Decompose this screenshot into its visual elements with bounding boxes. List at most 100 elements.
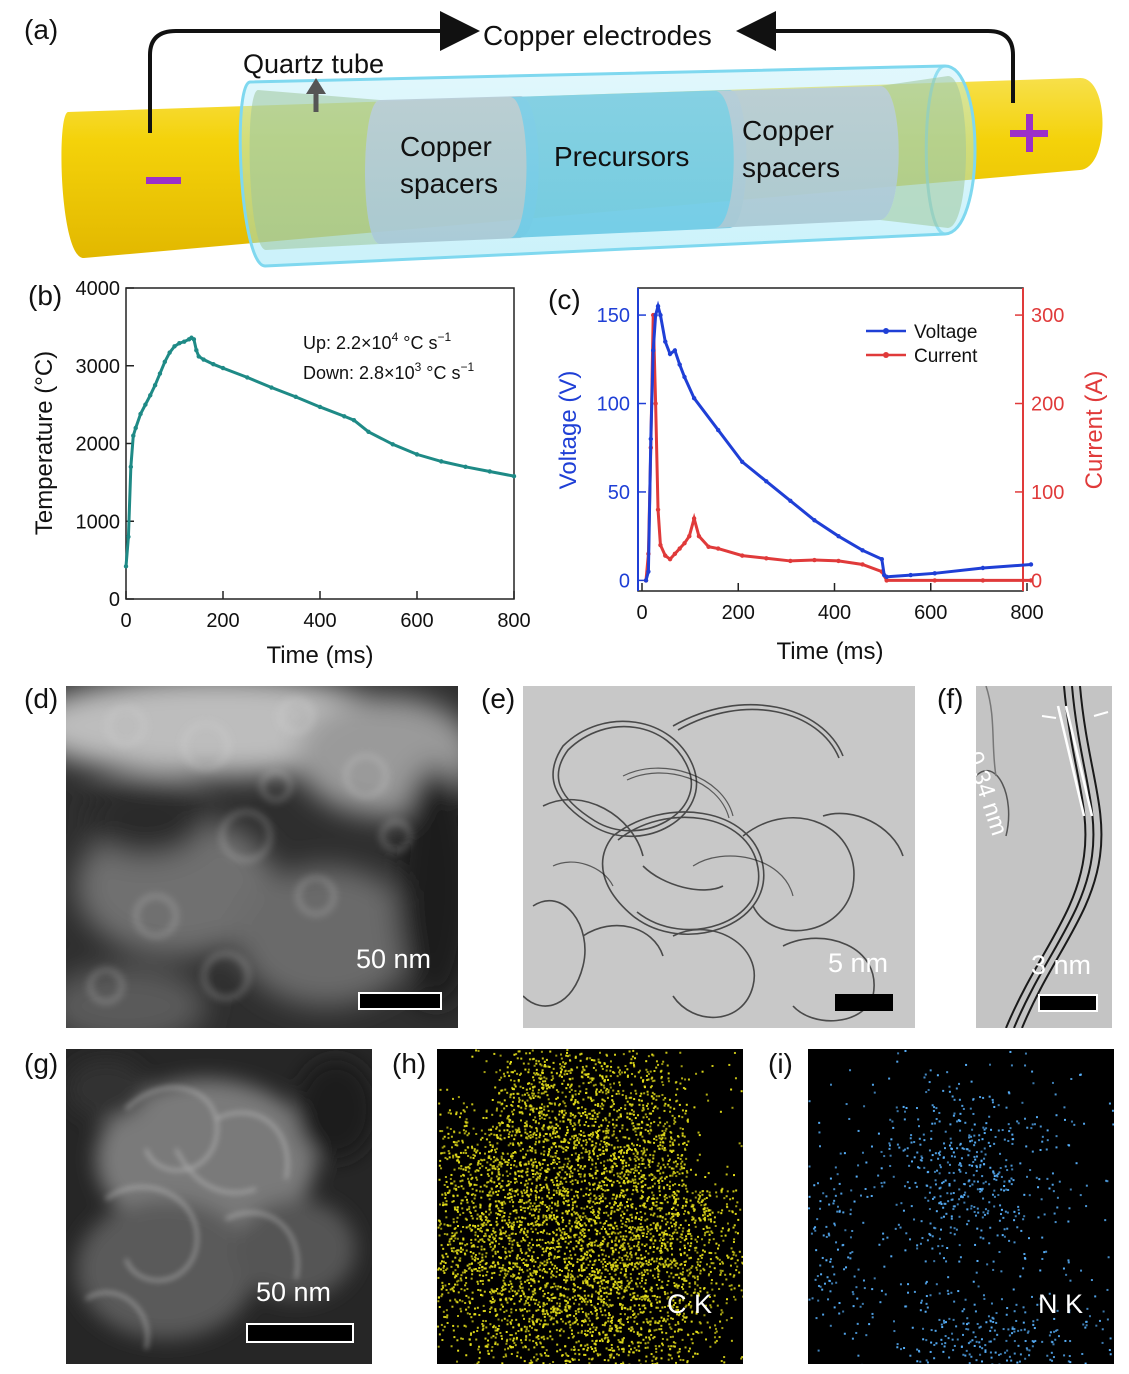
temperature-point: [366, 429, 371, 435]
voltage-point: [879, 556, 885, 562]
current-point: [696, 533, 702, 539]
temperature-point: [201, 357, 206, 362]
current-point: [860, 562, 865, 567]
legend-current: Current: [914, 346, 978, 367]
panel-label-i: (i): [768, 1048, 793, 1079]
y-tick-label-b: 4000: [76, 278, 121, 300]
electrode-wire-right: [736, 11, 1015, 103]
current-point: [980, 578, 986, 583]
eds-map-nitrogen: N K: [808, 1049, 1114, 1364]
current-point: [658, 542, 663, 548]
scalebar-label-e: 5 nm: [828, 948, 889, 978]
x-tick-label-b: 400: [303, 610, 336, 632]
y-tick-label-current: 300: [1031, 305, 1064, 327]
tem-image-e: 5 nm: [523, 686, 915, 1028]
copper-electrodes-label: Copper electrodes: [483, 20, 712, 51]
y-axis-label-current: Current (A): [1081, 371, 1108, 490]
x-tick-label-c: 600: [914, 602, 947, 624]
panel-label-f: (f): [937, 683, 964, 714]
copper-spacers-right-label-1: Copper: [742, 115, 834, 146]
y-tick-label-voltage: 0: [619, 570, 630, 592]
current-point: [884, 578, 889, 583]
current-point: [1028, 578, 1034, 583]
chart-legend: Voltage Current: [866, 322, 978, 367]
temperature-point: [511, 473, 517, 479]
x-tick-label-b: 200: [206, 610, 239, 632]
y-axis-label-voltage: Voltage (V): [555, 371, 582, 490]
scalebar-f: [1038, 994, 1098, 1012]
temperature-point: [182, 339, 187, 344]
scalebar-e: [835, 994, 893, 1011]
current-point: [764, 556, 769, 561]
precursors-label: Precursors: [554, 141, 689, 172]
voltage-point: [655, 304, 661, 309]
rate-annotation-down: Down: 2.8×103 °C s−1: [303, 360, 474, 383]
temperature-point: [390, 442, 395, 447]
current-point: [691, 516, 697, 521]
voltage-point: [740, 459, 745, 465]
rate-annotation-up: Up: 2.2×104 °C s−1: [303, 330, 451, 353]
current-point: [655, 507, 661, 512]
y-tick-label-b: 3000: [76, 356, 121, 378]
temperature-point: [148, 393, 153, 398]
stem-image-g: 50 nm: [66, 1049, 372, 1364]
electrode-wire-left: [148, 11, 480, 133]
voltage-point: [691, 396, 697, 401]
x-tick-label-b: 800: [497, 610, 530, 632]
voltage-point: [860, 548, 865, 553]
voltage-point: [643, 578, 649, 583]
voltage-point: [653, 312, 658, 318]
current-point: [682, 541, 687, 546]
temperature-point: [157, 371, 163, 376]
panel-label-g: (g): [24, 1048, 59, 1079]
quartz-tube-label: Quartz tube: [243, 49, 384, 79]
current-point: [706, 544, 711, 549]
y-tick-label-voltage: 50: [608, 482, 630, 504]
panel-label-e: (e): [481, 683, 516, 714]
scalebar-label-f: 3 nm: [1031, 950, 1092, 980]
temperature-point: [439, 459, 444, 464]
voltage-point: [884, 574, 889, 580]
temperature-point: [128, 464, 134, 470]
panel-label-a: (a): [24, 14, 59, 45]
panel-label-b: (b): [28, 280, 63, 311]
temperature-point: [245, 375, 250, 380]
x-tick-label-c: 0: [636, 602, 647, 624]
scalebar-d: [358, 992, 442, 1010]
plus-sign: [1010, 114, 1048, 152]
scalebar-label-g: 50 nm: [256, 1277, 332, 1307]
voltage-point: [715, 427, 721, 433]
current-point: [653, 401, 658, 406]
voltage-point: [682, 374, 687, 380]
y-tick-label-current: 200: [1031, 394, 1064, 416]
voltage-point: [663, 339, 668, 344]
scalebar-label-d: 50 nm: [356, 944, 432, 974]
temperature-point: [487, 469, 492, 474]
x-tick-label-c: 200: [722, 602, 755, 624]
temperature-point: [220, 365, 226, 371]
temperature-point: [152, 382, 158, 388]
voltage-point: [932, 571, 937, 576]
x-axis-label-b: Time (ms): [266, 642, 373, 669]
temperature-point: [194, 348, 199, 353]
x-axis-label-c: Time (ms): [776, 638, 883, 665]
temperature-point: [143, 402, 148, 407]
copper-spacers-left-label-1: Copper: [400, 131, 492, 162]
temperature-point: [138, 411, 143, 417]
temperature-point: [177, 341, 182, 346]
current-point: [663, 553, 668, 558]
voltage-point: [667, 351, 673, 357]
voltage-point: [646, 569, 651, 574]
reactor-schematic: Copper electrodes Quartz tube Copper spa…: [61, 11, 1103, 268]
lattice-markers: [1056, 705, 1094, 817]
voltage-point: [651, 348, 656, 353]
current-point: [715, 546, 721, 551]
current-series-line: [644, 315, 1031, 582]
current-point: [836, 558, 841, 564]
temperature-point: [133, 425, 138, 431]
minus-sign: [146, 177, 181, 184]
current-point: [677, 546, 682, 551]
temperature-point: [211, 361, 216, 367]
current-point: [667, 556, 673, 562]
current-point: [740, 553, 745, 558]
